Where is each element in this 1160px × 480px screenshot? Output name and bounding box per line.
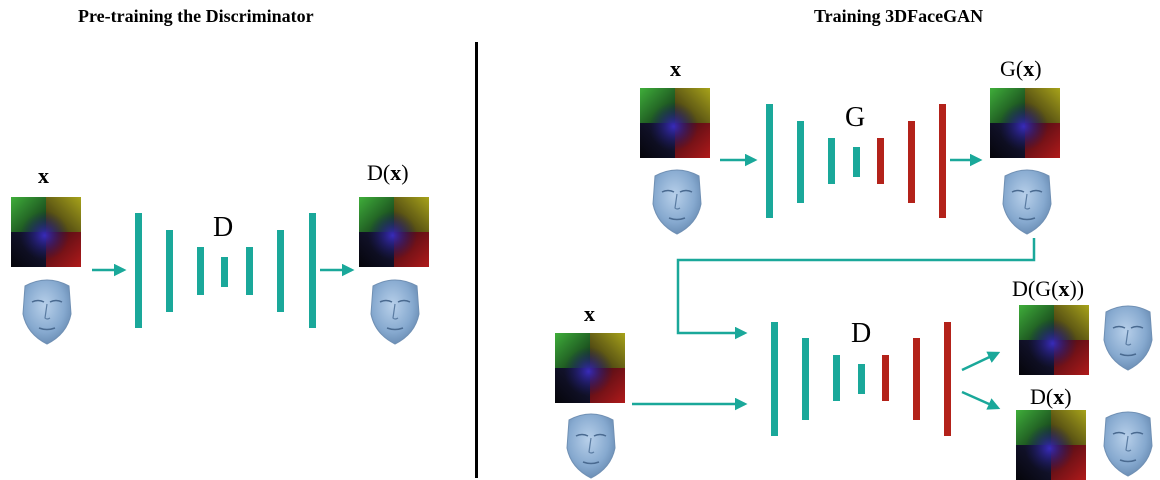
left-network-label: D [213,212,234,243]
uv-geometry-map-icon [1019,305,1089,375]
gen-encoder-bar [797,121,804,203]
disc-layer-bar [221,257,228,287]
uv-geometry-map-icon [640,88,710,158]
3d-face-mesh-icon [1002,169,1052,235]
disc-encoder-bar [833,355,840,401]
generator-input-label: x [670,56,681,81]
disc-decoder-bar [913,338,920,420]
disc-decoder-bar [882,355,889,401]
gen-decoder-bar [908,121,915,203]
uv-geometry-map-icon [555,333,625,403]
gen-decoder-bar [939,104,946,218]
3d-face-mesh-icon [22,279,72,345]
3d-face-mesh-icon [370,279,420,345]
3d-face-mesh-icon [566,413,616,479]
disc-layer-bar [309,213,316,328]
disc-encoder-bar [771,322,778,436]
disc-real-output-arrow [961,390,1001,410]
uv-geometry-map-icon [990,88,1060,158]
disc-fake-output-label: D(G(x)) [1012,276,1085,301]
gen-encoder-bar [853,147,860,177]
disc-real-output-label: D(x) [1030,384,1072,409]
generator-label: G [845,102,866,133]
3d-face-mesh-icon [1103,305,1153,371]
discriminator-input-label: x [584,301,595,326]
disc-fake-output-arrow [961,351,1001,372]
generated-to-discriminator-arrow [676,238,1036,340]
discriminator-network [771,322,951,436]
disc-layer-bar [277,230,284,312]
disc-layer-bar [135,213,142,328]
right-panel-title: Training 3DFaceGAN [814,6,984,26]
left-panel-title: Pre-training the Discriminator [78,6,314,26]
disc-layer-bar [246,247,253,295]
uv-geometry-map-icon [359,197,429,267]
left-output-label: D(x) [367,160,409,185]
uv-geometry-map-icon [11,197,81,267]
disc-encoder-bar [858,364,865,394]
gen-encoder-bar [828,138,835,184]
generator-network [766,104,946,218]
gen-decoder-bar [877,138,884,184]
gen-encoder-bar [766,104,773,218]
disc-layer-bar [166,230,173,312]
generator-output-label: G(x) [1000,56,1042,81]
panel-divider [475,42,478,478]
left-input-label: x [38,163,49,188]
3d-face-mesh-icon [652,169,702,235]
discriminator-label: D [851,318,872,349]
disc-layer-bar [197,247,204,295]
left-discriminator-network [135,213,316,328]
uv-geometry-map-icon [1016,410,1086,480]
3d-face-mesh-icon [1103,411,1153,477]
disc-decoder-bar [944,322,951,436]
disc-encoder-bar [802,338,809,420]
